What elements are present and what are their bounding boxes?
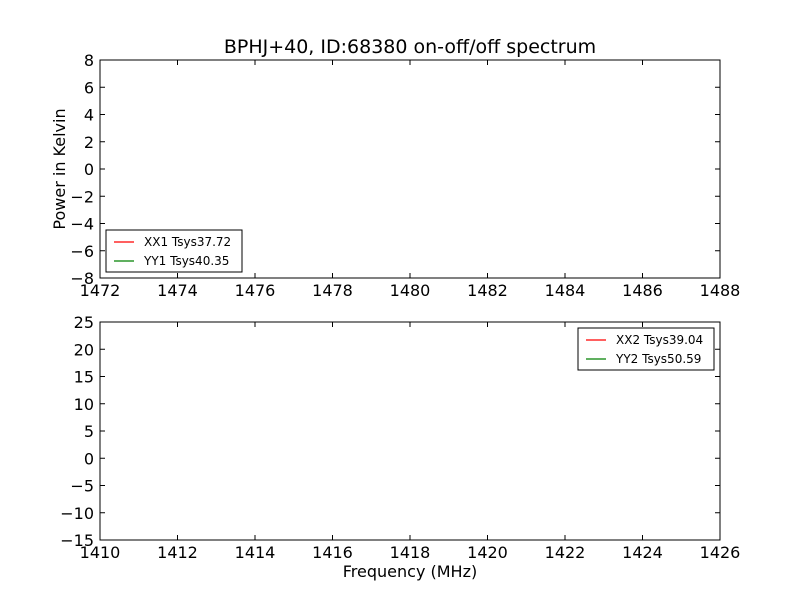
- x-tick-label: 1410: [80, 543, 121, 562]
- y-tick-label: 0: [84, 449, 94, 468]
- y-tick-label: −15: [60, 531, 94, 550]
- y-tick-label: 25: [74, 313, 94, 332]
- legend-box: [105, 229, 243, 273]
- legend: XX2 Tsys39.04 YY2 Tsys50.59: [577, 327, 715, 371]
- x-tick-label: 1488: [700, 281, 741, 300]
- x-tick-label: 1412: [157, 543, 198, 562]
- y-tick-label: 20: [74, 340, 94, 359]
- x-tick-label: 1484: [545, 281, 586, 300]
- figure-title: BPHJ+40, ID:68380 on-off/off spectrum: [224, 36, 596, 58]
- y-tick-label: 6: [84, 78, 94, 97]
- y-tick-label: −2: [70, 187, 94, 206]
- x-tick-label: 1486: [622, 281, 663, 300]
- legend-entry: YY1 Tsys40.35: [143, 254, 229, 268]
- y-tick-label: 8: [84, 51, 94, 70]
- y-tick-label: −6: [70, 242, 94, 261]
- chart-panels: 1472 1474 1476 1478 1480 1482 1484 1486 1488 −8 −6…: [50, 51, 740, 581]
- legend: XX1 Tsys37.72 YY1 Tsys40.35: [105, 229, 243, 273]
- y-tick-label: −8: [70, 269, 94, 288]
- legend-box: [577, 327, 715, 371]
- y-tick-label: 2: [84, 133, 94, 152]
- y-tick-label: 10: [74, 395, 94, 414]
- x-tick-label: 1476: [235, 281, 276, 300]
- y-tick-label: 15: [74, 368, 94, 387]
- legend-entry: YY2 Tsys50.59: [615, 352, 701, 366]
- y-tick-label: −10: [60, 504, 94, 523]
- legend-entry: XX1 Tsys37.72: [144, 235, 231, 249]
- x-tick-label: 1416: [312, 543, 353, 562]
- x-tick-label: 1478: [312, 281, 353, 300]
- chart-panel-2: 1410 1412 1414 1416 1418 1420 1422 1424 1426 −15 −…: [60, 313, 740, 581]
- y-axis-label: Power in Kelvin: [50, 108, 69, 229]
- x-tick-label: 1474: [157, 281, 198, 300]
- x-tick-label: 1426: [700, 543, 741, 562]
- y-tick-label: −4: [70, 215, 94, 234]
- x-tick-label: 1422: [545, 543, 586, 562]
- y-tick-label: 5: [84, 422, 94, 441]
- y-tick-label: −5: [70, 477, 94, 496]
- legend-entry: XX2 Tsys39.04: [616, 333, 703, 347]
- x-tick-label: 1472: [80, 281, 121, 300]
- x-tick-label: 1420: [467, 543, 508, 562]
- chart-panel-1: 1472 1474 1476 1478 1480 1482 1484 1486 1488 −8 −6…: [50, 51, 740, 300]
- y-tick-label: 0: [84, 160, 94, 179]
- x-tick-label: 1418: [390, 543, 431, 562]
- x-tick-label: 1424: [622, 543, 663, 562]
- x-tick-label: 1480: [390, 281, 431, 300]
- y-tick-label: 4: [84, 106, 94, 125]
- x-axis-label: Frequency (MHz): [343, 562, 477, 581]
- x-tick-label: 1482: [467, 281, 508, 300]
- x-tick-label: 1414: [235, 543, 276, 562]
